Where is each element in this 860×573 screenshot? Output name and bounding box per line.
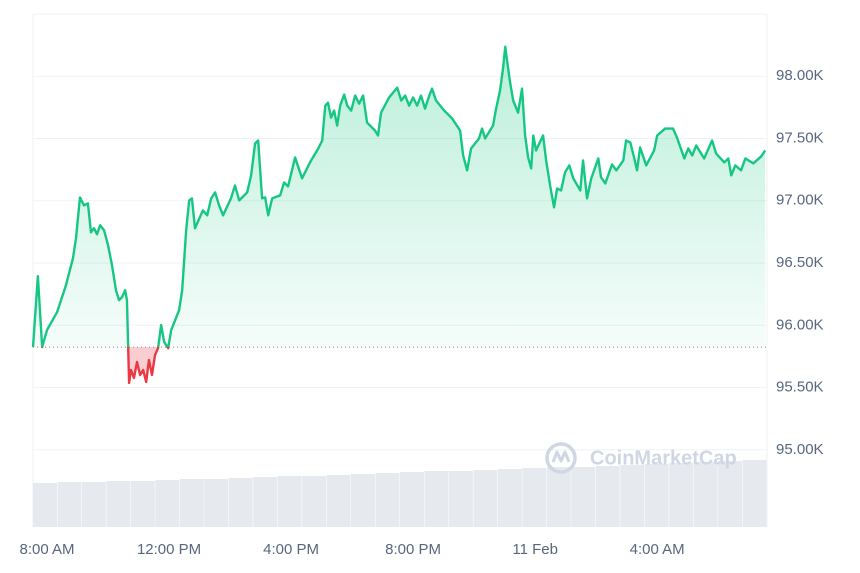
y-tick-label: 97.50K (776, 129, 824, 146)
volume-bar (693, 462, 718, 527)
volume-bar (620, 465, 645, 527)
y-tick-label: 96.00K (776, 316, 824, 333)
volume-bar (277, 476, 302, 527)
price-line (31, 45, 767, 385)
y-tick-label: 95.00K (776, 441, 824, 458)
x-tick-label: 8:00 PM (385, 541, 441, 558)
volume-bar (302, 476, 327, 527)
volume-bar (742, 460, 767, 527)
volume-bar (179, 479, 204, 527)
y-tick-label: 97.00K (776, 192, 824, 209)
volume-bar (669, 463, 694, 527)
volume-bar (253, 477, 278, 527)
volume-bar (448, 471, 473, 527)
volume-bar (228, 478, 253, 527)
y-tick-label: 95.50K (776, 379, 824, 396)
volume-bar (204, 479, 229, 527)
volume-bar (155, 480, 180, 527)
volume-bar (400, 472, 424, 527)
volume-bar (571, 467, 596, 527)
volume-bar (595, 466, 620, 527)
volume-bar (546, 467, 571, 527)
y-tick-label: 96.50K (776, 254, 824, 271)
volume-bar (106, 481, 131, 527)
watermark-text: CoinMarketCap (590, 447, 737, 469)
x-tick-label: 8:00 AM (20, 541, 75, 558)
price-area (33, 46, 766, 383)
volume-bar (326, 475, 351, 527)
volume-bar (497, 469, 522, 527)
x-tick-label: 12:00 PM (137, 541, 201, 558)
watermark: CoinMarketCap (545, 442, 737, 474)
x-tick-label: 4:00 PM (263, 541, 319, 558)
volume-bar (375, 473, 400, 527)
volume-bar (351, 474, 376, 527)
y-tick-label: 98.00K (776, 67, 824, 84)
volume-bar (644, 464, 669, 527)
volume-bar (718, 461, 743, 527)
x-tick-label: 4:00 AM (630, 541, 685, 558)
volume-bar (130, 481, 155, 527)
watermark-logo-mark (551, 450, 571, 463)
volume-bar (33, 483, 57, 527)
volume-bar (522, 468, 547, 527)
volume-bar (473, 470, 498, 527)
volume-bar (424, 471, 449, 527)
x-tick-label: 11 Feb (512, 541, 558, 558)
volume-bar (57, 482, 82, 527)
watermark-logo (545, 442, 577, 474)
volume-bar (81, 482, 106, 527)
